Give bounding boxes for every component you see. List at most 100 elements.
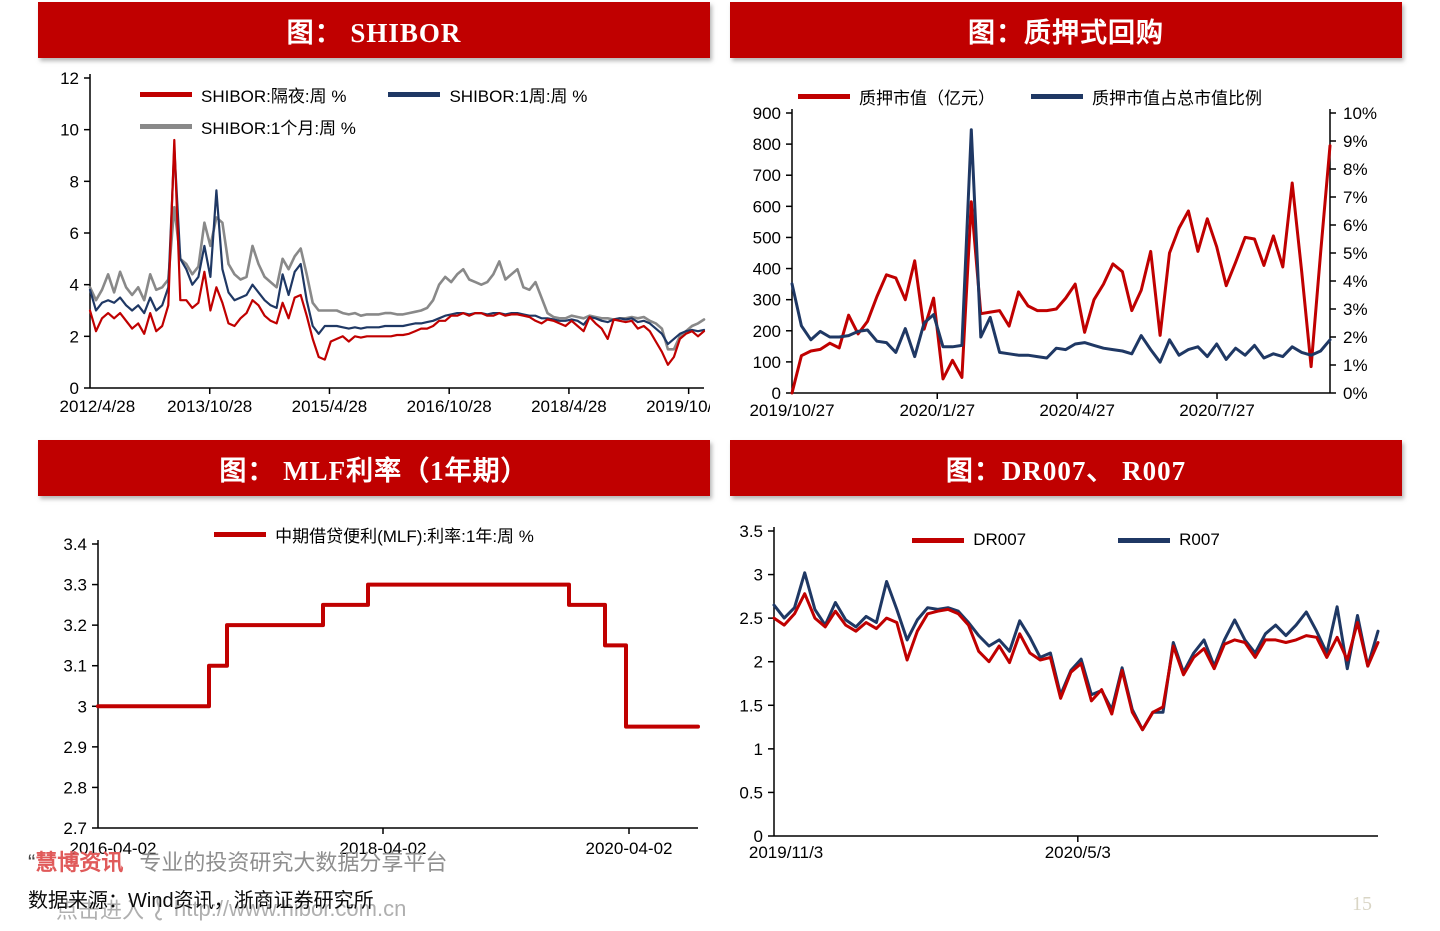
svg-text:700: 700 (753, 166, 781, 185)
watermark-tagline: 专业的投资研究大数据分享平台 (139, 850, 448, 875)
svg-text:800: 800 (753, 135, 781, 154)
svg-text:2.5: 2.5 (739, 609, 763, 628)
watermark-brand: 慧博资讯 (35, 850, 124, 875)
svg-text:2020-04-02: 2020-04-02 (586, 839, 673, 858)
legend-label: SHIBOR:1周:周 % (449, 87, 588, 106)
svg-text:3.3: 3.3 (63, 576, 87, 595)
legend-dr007-r007: DR007 R007 (730, 530, 1402, 550)
legend-label: 中期借贷便利(MLF):利率:1年:周 % (275, 527, 534, 546)
legend-label: R007 (1179, 530, 1220, 549)
svg-text:2.7: 2.7 (63, 819, 87, 838)
chart-area-dr007-r007: DR007 R007 0 0.5 1 1.5 2 2.5 3 3.5 2019/11/3 2020… (730, 496, 1402, 871)
svg-text:3%: 3% (1343, 300, 1368, 319)
chart-area-pledged-repo: 质押市值（亿元） 质押市值占总市值比例 0 100 200 300 400 500 600 7… (730, 58, 1402, 433)
svg-text:1: 1 (754, 740, 763, 759)
legend-mlf: 中期借贷便利(MLF):利率:1年:周 % (38, 522, 710, 547)
svg-text:9%: 9% (1343, 132, 1368, 151)
svg-text:500: 500 (753, 228, 781, 247)
svg-text:3.1: 3.1 (63, 657, 87, 676)
legend-label: 质押市值占总市值比例 (1092, 89, 1262, 108)
legend-item: 中期借贷便利(MLF):利率:1年:周 % (214, 522, 534, 547)
svg-text:3: 3 (78, 697, 87, 716)
svg-text:2: 2 (70, 327, 79, 346)
legend-line-swatch (388, 92, 441, 97)
svg-text:10%: 10% (1343, 104, 1377, 123)
watermark-pointer-icon (155, 896, 163, 921)
svg-text:2020/1/27: 2020/1/27 (899, 401, 975, 420)
svg-text:2019/11/3: 2019/11/3 (749, 843, 823, 862)
svg-text:2019/10/27: 2019/10/27 (749, 401, 834, 420)
svg-text:3.2: 3.2 (63, 616, 87, 635)
svg-text:5%: 5% (1343, 244, 1368, 263)
legend-label: SHIBOR:隔夜:周 % (201, 87, 347, 106)
legend-label: SHIBOR:1个月:周 % (201, 119, 356, 138)
legend-line-swatch (1031, 94, 1083, 99)
svg-text:600: 600 (753, 197, 781, 216)
svg-text:3: 3 (754, 566, 763, 585)
chart-area-mlf: 中期借贷便利(MLF):利率:1年:周 % 2.7 2.8 2.9 3 3.1 3.2 3.… (38, 496, 710, 871)
svg-text:2018/4/28: 2018/4/28 (531, 397, 607, 416)
chart-title-shibor: 图： SHIBOR (286, 17, 462, 48)
legend-item: DR007 (912, 530, 1026, 550)
legend-label: 质押市值（亿元） (859, 89, 995, 108)
svg-text:2015/4/28: 2015/4/28 (292, 397, 368, 416)
svg-text:4%: 4% (1343, 272, 1368, 291)
watermark-link-row: 点击进入 http://www.hibor.com.cn (56, 893, 406, 925)
chart-title-mlf: 图： MLF利率（1年期） (219, 455, 529, 486)
svg-text:900: 900 (753, 104, 781, 123)
legend-line-swatch (798, 94, 850, 99)
svg-text:6%: 6% (1343, 216, 1368, 235)
svg-text:2.9: 2.9 (63, 738, 87, 757)
panel-shibor: 图： SHIBOR SHIBOR:隔夜:周 % SHIBOR:1周:周 % SH… (38, 2, 710, 433)
svg-text:2016/10/28: 2016/10/28 (407, 397, 492, 416)
data-source-note: 数据来源：Wind资讯，浙商证券研究所 (28, 890, 374, 912)
svg-text:3.4: 3.4 (63, 535, 87, 554)
svg-text:2020/5/3: 2020/5/3 (1045, 843, 1111, 862)
svg-text:6: 6 (70, 224, 79, 243)
svg-text:100: 100 (753, 353, 781, 372)
svg-text:10: 10 (60, 121, 79, 140)
svg-text:2012/4/28: 2012/4/28 (60, 397, 136, 416)
svg-text:200: 200 (753, 322, 781, 341)
legend-line-swatch (214, 532, 267, 537)
panel-dr007-r007: 图：DR007、 R007 DR007 R007 0 0.5 1 1.5 2 2.5 3 3.… (730, 440, 1402, 871)
banner-dr007-r007: 图：DR007、 R007 (730, 440, 1402, 496)
svg-text:2019/10/28: 2019/10/28 (646, 397, 710, 416)
legend-shibor: SHIBOR:隔夜:周 % SHIBOR:1周:周 % SHIBOR:1个月:周… (140, 82, 629, 146)
svg-text:2: 2 (754, 653, 763, 672)
svg-text:1%: 1% (1343, 356, 1368, 375)
svg-text:400: 400 (753, 260, 781, 279)
chart-title-dr007-r007: 图：DR007、 R007 (945, 455, 1187, 486)
panel-pledged-repo: 图：质押式回购 质押市值（亿元） 质押市值占总市值比例 0 100 200 300 40… (730, 2, 1402, 433)
legend-line-swatch (912, 537, 965, 543)
svg-text:2.8: 2.8 (63, 778, 87, 797)
svg-text:12: 12 (60, 69, 79, 88)
svg-text:0: 0 (70, 379, 79, 398)
legend-label: DR007 (973, 530, 1027, 549)
svg-text:2018-04-02: 2018-04-02 (340, 839, 427, 858)
svg-text:1.5: 1.5 (739, 696, 763, 715)
watermark-cta: 点击进入 (56, 898, 145, 923)
svg-text:0.5: 0.5 (739, 783, 763, 802)
watermark-quote: “ (28, 850, 36, 875)
legend-item: SHIBOR:隔夜:周 % (140, 82, 346, 107)
legend-item: 质押市值占总市值比例 (1031, 84, 1262, 109)
pledged-repo-chart: 0 100 200 300 400 500 600 700 800 900 0% 1% 2% 3% 4% 5%… (749, 104, 1377, 420)
svg-text:0: 0 (772, 384, 781, 403)
svg-text:8%: 8% (1343, 160, 1368, 179)
svg-text:3.5: 3.5 (739, 522, 763, 541)
banner-pledged-repo: 图：质押式回购 (730, 2, 1402, 58)
svg-text:2016-04-02: 2016-04-02 (70, 839, 157, 858)
legend-pledged-repo: 质押市值（亿元） 质押市值占总市值比例 (730, 84, 1330, 109)
svg-text:2020/7/27: 2020/7/27 (1179, 401, 1255, 420)
banner-mlf: 图： MLF利率（1年期） (38, 440, 710, 496)
svg-text:8: 8 (70, 172, 79, 191)
shibor-chart: 0 2 4 6 8 10 12 2012/4/28 2013/10/28 2015/4/28 201… (60, 69, 710, 416)
svg-text:2013/10/28: 2013/10/28 (167, 397, 252, 416)
svg-text:7%: 7% (1343, 188, 1368, 207)
svg-text:300: 300 (753, 291, 781, 310)
legend-item: SHIBOR:1个月:周 % (140, 114, 356, 139)
mlf-chart: 2.7 2.8 2.9 3 3.1 3.2 3.3 3.4 2016-04-02 2018-04-… (63, 535, 700, 858)
legend-item: SHIBOR:1周:周 % (388, 82, 587, 107)
legend-line-swatch (140, 124, 192, 129)
